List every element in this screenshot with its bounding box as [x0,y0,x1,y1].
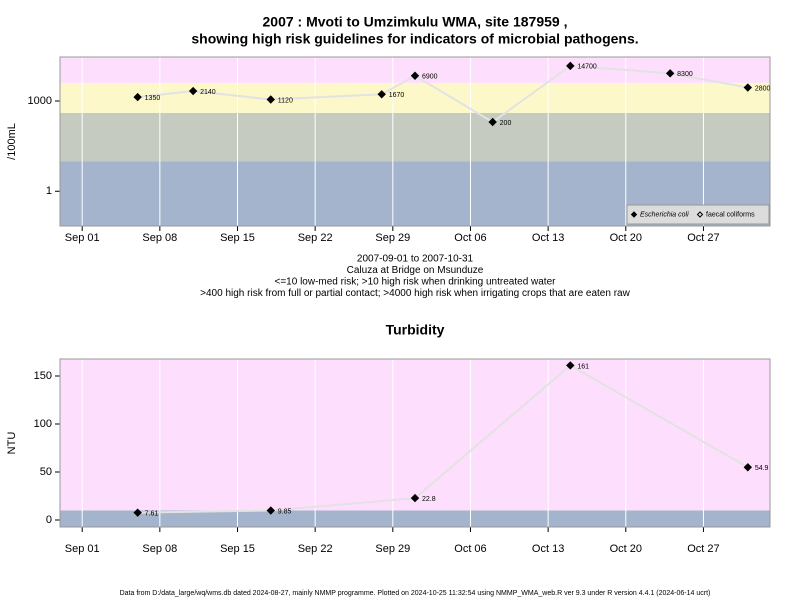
data-point [188,86,198,96]
y-tick-label: 150 [34,370,52,382]
value-label: 161 [577,363,589,370]
data-point [743,463,753,472]
data-point [133,92,142,102]
value-label: 9.85 [278,508,292,515]
legend-marker [696,211,704,218]
x-tick-label: Sep 15 [220,232,255,244]
risk-band [60,112,770,162]
data-point [377,90,386,99]
value-label: 1670 [389,92,405,99]
data-point [266,506,275,515]
data-point [488,117,497,127]
legend-marker [630,211,638,218]
y-tick-label: 100 [34,418,52,430]
subtitle: Caluza at Bridge on Msunduze [347,265,484,276]
data-point [410,493,420,503]
x-tick-label: Sep 29 [375,543,410,555]
x-tick-label: Sep 08 [142,232,177,244]
subtitle: <=10 low-med risk; >10 high risk when dr… [275,277,557,288]
value-label: 1350 [145,95,161,102]
data-point [566,61,575,71]
data-point [266,95,275,104]
y-axis-label: NTU [6,432,18,455]
x-tick-label: Oct 27 [687,543,719,555]
value-label: 7.61 [145,511,159,518]
x-tick-label: Sep 01 [65,232,100,244]
value-label: 2800 [755,85,771,92]
x-tick-label: Oct 27 [687,232,719,244]
y-tick-label: 50 [40,466,52,478]
data-point [665,69,675,78]
x-tick-label: Oct 06 [454,543,486,555]
y-axis-label: /100mL [6,123,18,160]
x-tick-label: Oct 13 [532,543,564,555]
value-label: 22.8 [422,496,436,503]
data-point [133,508,142,517]
x-tick-label: Oct 20 [610,232,642,244]
x-tick-label: Oct 13 [532,232,564,244]
legend-label: faecal coliforms [706,211,755,218]
x-tick-label: Oct 06 [454,232,486,244]
legend-label: Escherichia coli [640,211,689,218]
y-tick-label: 1000 [28,95,52,107]
chart-title: Turbidity [386,322,445,338]
value-label: 1120 [278,97,293,104]
x-tick-label: Sep 22 [298,543,333,555]
subtitle: >400 high risk from full or partial cont… [200,288,630,299]
x-tick-label: Sep 29 [375,232,410,244]
footer: Data from D:/data_large/wq/wms.db dated … [120,590,711,597]
data-point [566,361,575,370]
chart-title: showing high risk guidelines for indicat… [191,31,638,47]
value-label: 200 [500,120,512,127]
y-tick-label: 1 [46,185,52,197]
value-label: 54.9 [755,465,769,472]
legend: Escherichia coli faecal coliforms [626,204,770,225]
plot-frame [59,358,771,528]
data-point [743,83,753,92]
x-tick-label: Sep 01 [65,543,100,555]
value-label: 8300 [677,71,693,78]
x-tick-label: Sep 22 [298,232,333,244]
plot-frame [59,56,771,227]
risk-band [60,359,770,511]
risk-band [60,82,770,113]
chart-title: 2007 : Mvoti to Umzimkulu WMA, site 1879… [263,14,568,30]
value-label: 6900 [422,74,438,81]
value-label: 14700 [577,64,597,71]
data-point [410,71,420,80]
value-label: 2140 [200,89,216,96]
x-tick-label: Sep 15 [220,543,255,555]
subtitle: 2007-09-01 to 2007-10-31 [357,254,474,265]
y-tick-label: 0 [46,514,52,526]
x-tick-label: Oct 20 [610,543,642,555]
x-tick-label: Sep 08 [142,543,177,555]
